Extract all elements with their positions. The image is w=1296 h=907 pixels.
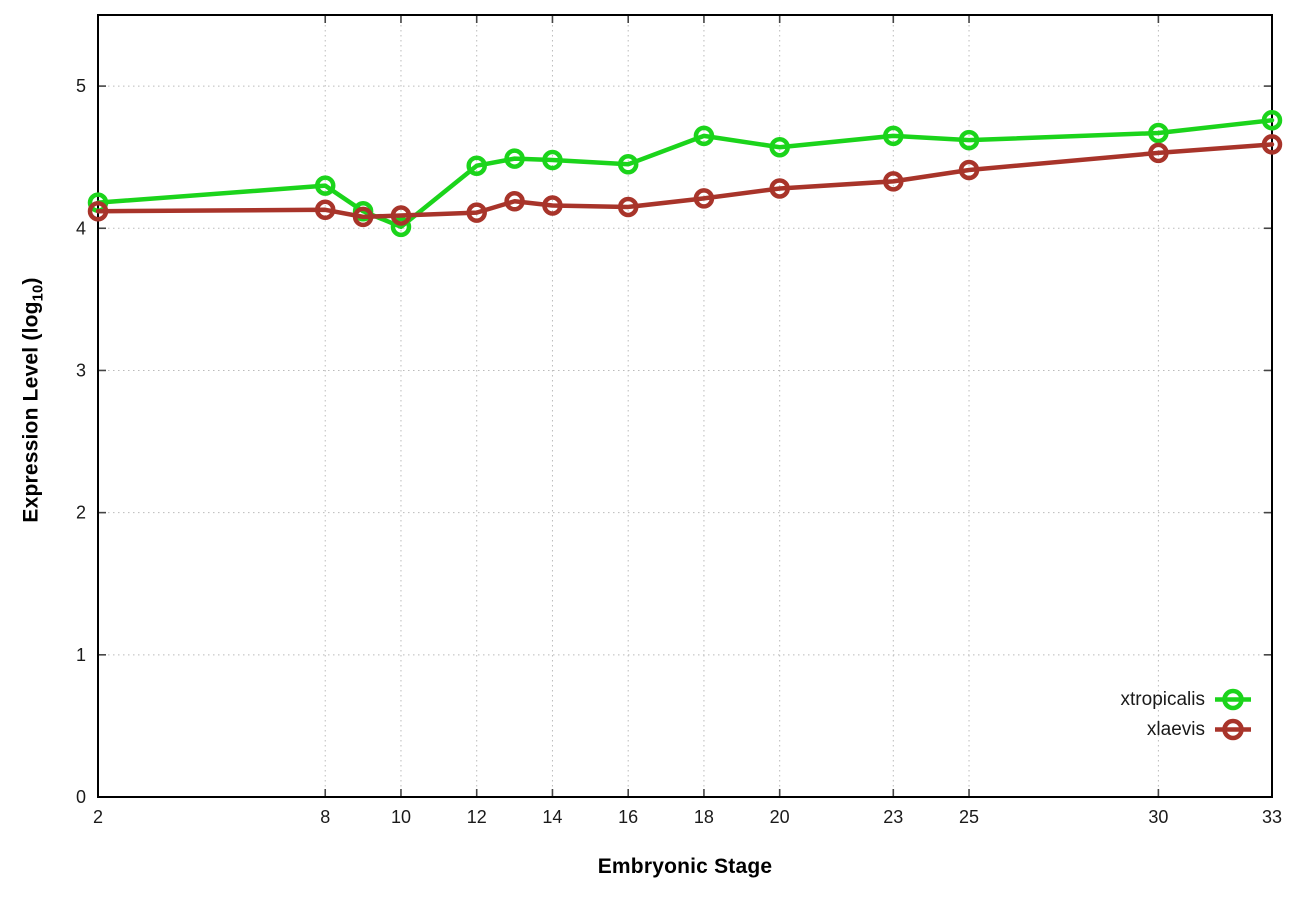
data-point-xlaevis bbox=[87, 200, 109, 222]
x-tick-label: 8 bbox=[320, 807, 330, 827]
data-point-xtropicalis bbox=[883, 125, 904, 147]
series-line-xlaevis bbox=[95, 142, 1275, 220]
line-circle-marker-icon bbox=[1215, 688, 1251, 711]
x-tick-label: 14 bbox=[542, 807, 562, 827]
data-point-xtropicalis bbox=[542, 149, 563, 171]
data-point-xtropicalis bbox=[390, 216, 412, 238]
y-axis-title-prefix: Expression Level (log bbox=[19, 301, 43, 523]
x-tick-label: 33 bbox=[1262, 807, 1282, 827]
plot-border bbox=[97, 14, 1273, 798]
data-point-xlaevis bbox=[958, 159, 980, 181]
x-axis-title: Embryonic Stage bbox=[597, 855, 773, 878]
y-tick-label: 1 bbox=[76, 645, 86, 665]
y-tick-label: 5 bbox=[76, 76, 86, 96]
x-tick-label: 10 bbox=[391, 807, 411, 827]
data-point-xlaevis bbox=[314, 199, 336, 221]
x-tick-label: 20 bbox=[770, 807, 790, 827]
y-axis-title-subscript: 10 bbox=[30, 284, 47, 302]
y-axis-title: Expression Level (log10) bbox=[19, 277, 46, 522]
data-point-xtropicalis bbox=[693, 125, 715, 147]
x-tick-label: 2 bbox=[93, 807, 103, 827]
data-point-xlaevis bbox=[617, 196, 639, 218]
data-point-xlaevis bbox=[466, 202, 487, 223]
data-point-xlaevis bbox=[693, 188, 715, 209]
data-point-xlaevis bbox=[883, 171, 904, 192]
y-tick-label: 3 bbox=[76, 360, 86, 380]
data-point-xtropicalis bbox=[617, 154, 639, 175]
data-point-xlaevis bbox=[1148, 142, 1169, 164]
data-point-xtropicalis bbox=[958, 129, 980, 151]
x-tick-label: 18 bbox=[694, 807, 714, 827]
data-point-xtropicalis bbox=[314, 175, 336, 196]
data-point-xlaevis bbox=[1261, 134, 1283, 155]
data-point-xlaevis bbox=[542, 195, 563, 216]
data-point-xtropicalis bbox=[466, 155, 487, 176]
x-tick-label: 12 bbox=[467, 807, 487, 827]
data-point-xlaevis bbox=[390, 205, 412, 226]
x-tick-label: 23 bbox=[883, 807, 903, 827]
y-tick-label: 0 bbox=[76, 787, 86, 807]
data-point-xtropicalis bbox=[504, 148, 525, 169]
y-tick-label: 2 bbox=[76, 503, 86, 523]
line-circle-marker-icon bbox=[1215, 718, 1251, 741]
data-point-xtropicalis bbox=[1148, 122, 1169, 144]
legend: xtropicalis xlaevis bbox=[1121, 687, 1252, 742]
data-point-xtropicalis bbox=[1261, 109, 1283, 131]
legend-item-xtropicalis: xtropicalis bbox=[1121, 687, 1252, 712]
data-point-xlaevis bbox=[769, 178, 790, 199]
y-tick-label: 4 bbox=[76, 218, 86, 238]
y-axis-title-suffix: ) bbox=[19, 277, 43, 285]
legend-label: xtropicalis bbox=[1120, 688, 1205, 710]
data-point-xlaevis bbox=[504, 191, 525, 212]
legend-label: xlaevis bbox=[1146, 718, 1205, 740]
data-point-xtropicalis bbox=[769, 136, 790, 158]
x-tick-label: 30 bbox=[1148, 807, 1168, 827]
data-point-xlaevis bbox=[352, 206, 374, 228]
legend-item-xlaevis: xlaevis bbox=[1147, 717, 1252, 742]
x-tick-label: 16 bbox=[618, 807, 638, 827]
x-tick-label: 25 bbox=[959, 807, 979, 827]
